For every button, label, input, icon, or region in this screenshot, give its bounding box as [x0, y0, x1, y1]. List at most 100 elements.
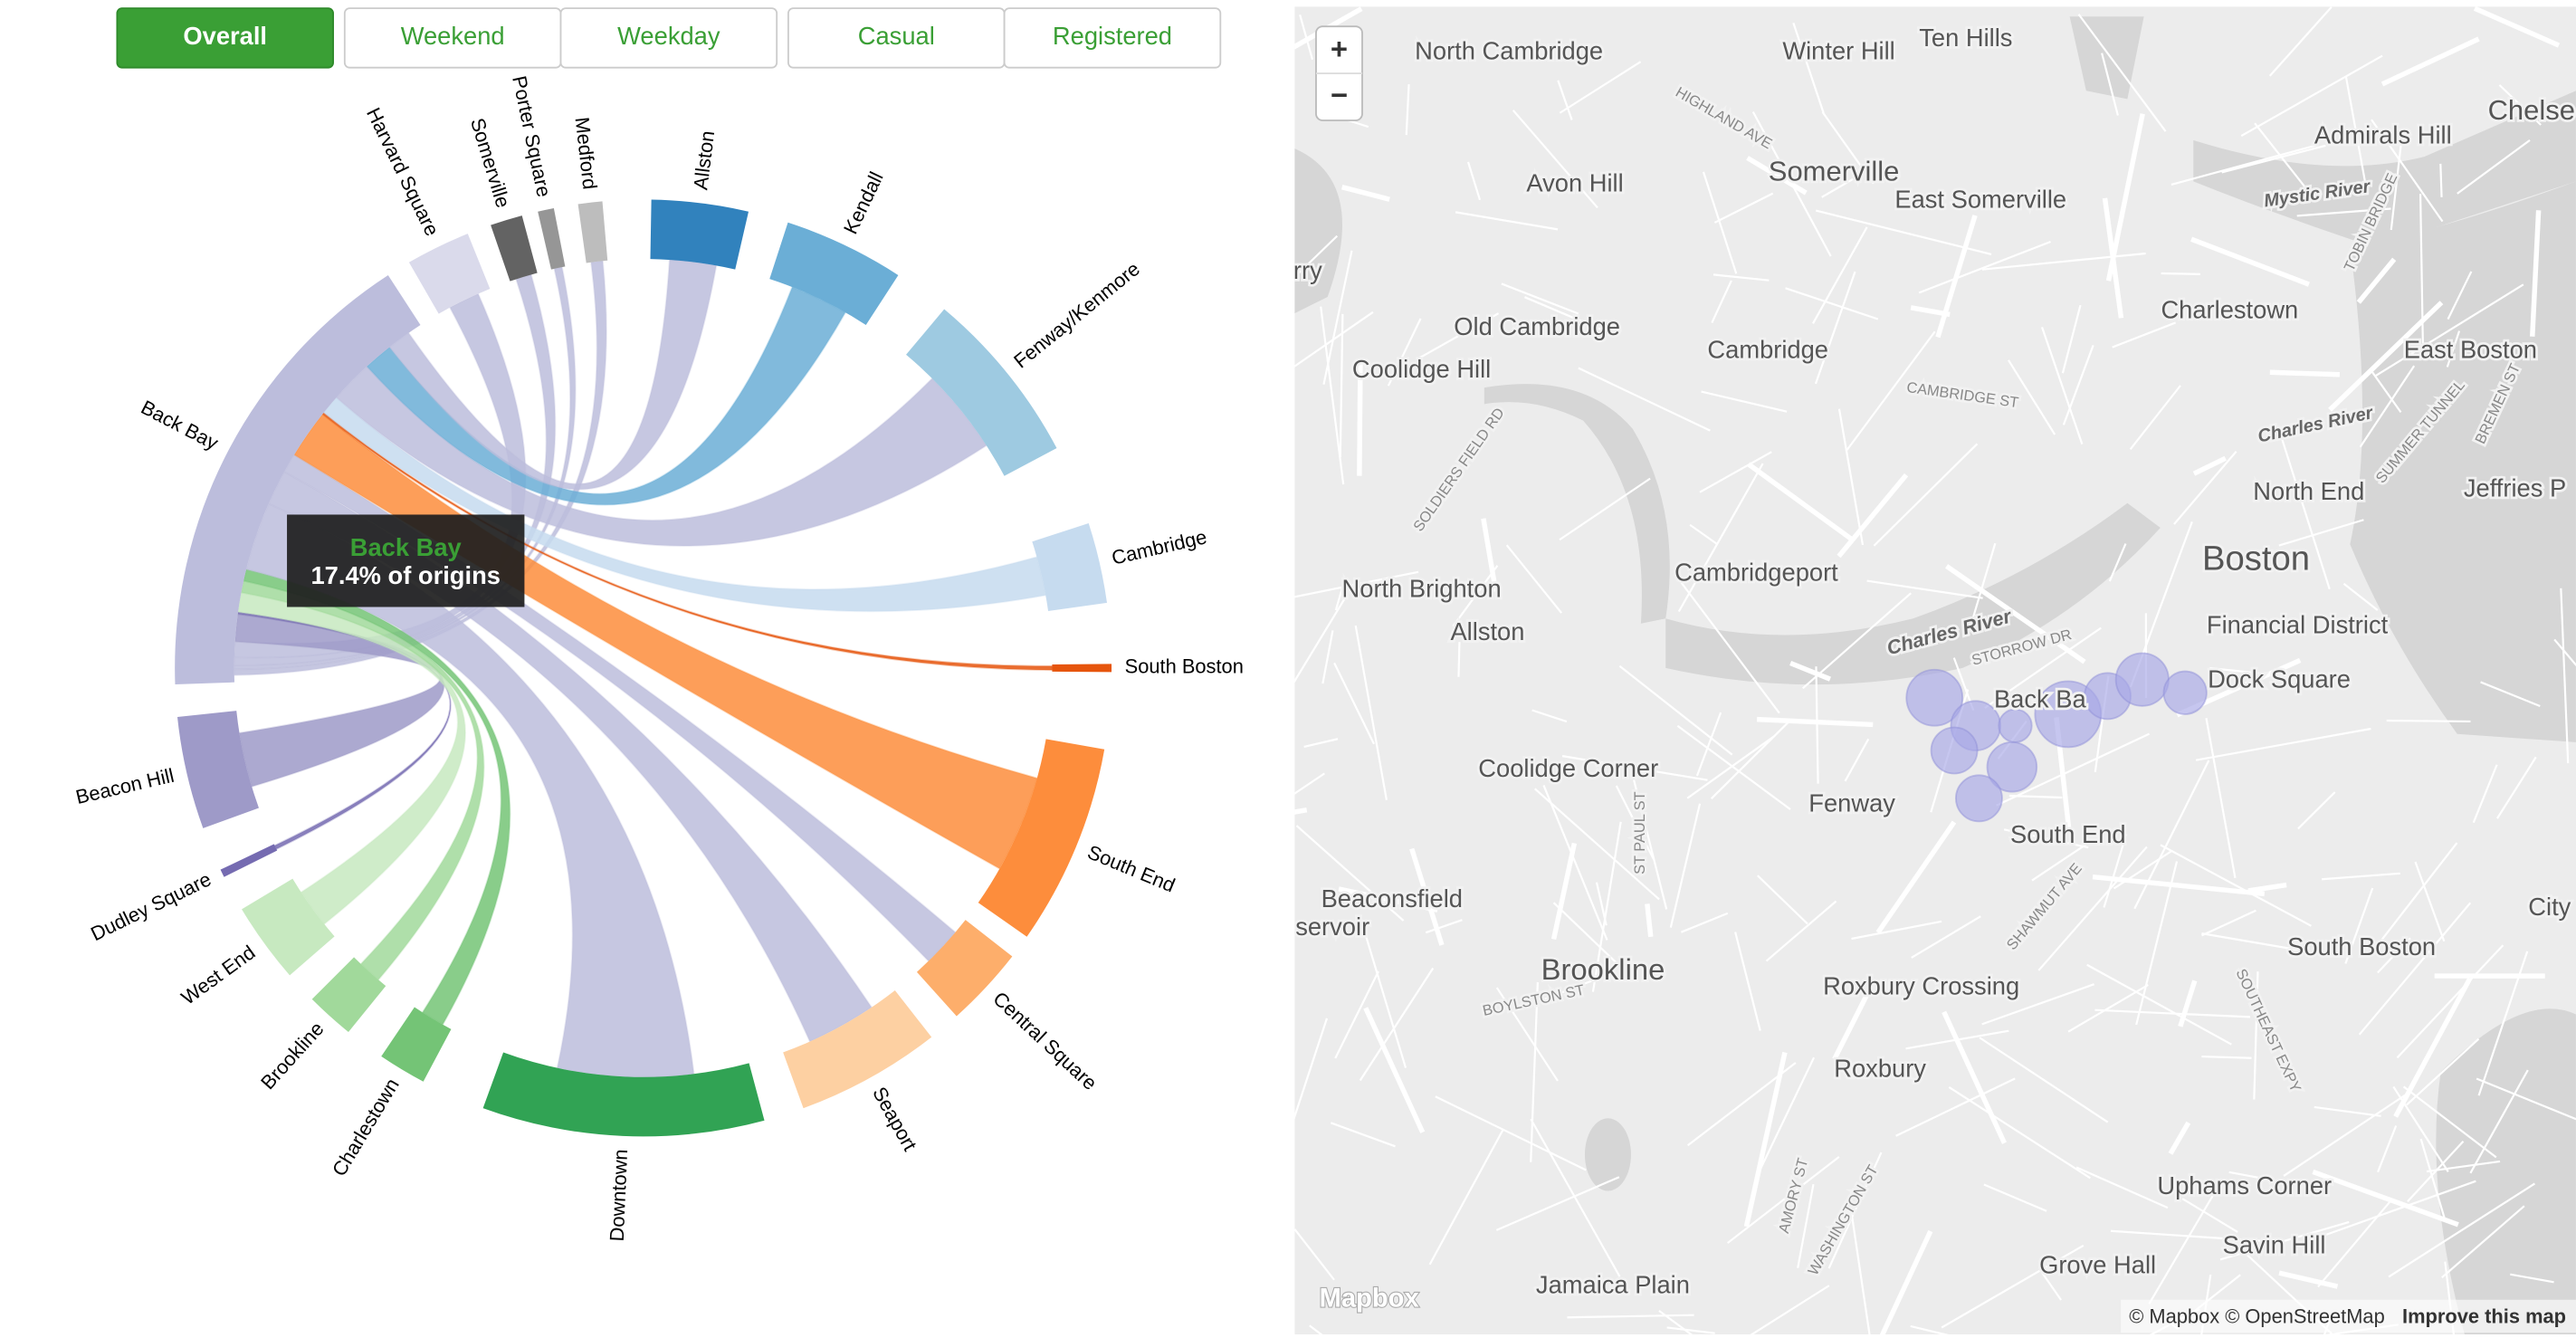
road — [1802, 592, 1912, 690]
water — [1665, 502, 2161, 685]
road — [1294, 597, 1346, 683]
improve-map-link[interactable]: Improve this map — [2402, 1305, 2566, 1328]
road — [1981, 983, 2094, 1026]
place-label: Roxbury Crossing — [1823, 972, 2019, 1000]
road — [2444, 1261, 2455, 1334]
road — [2148, 1187, 2218, 1305]
zoom-in-button[interactable]: + — [1331, 32, 1348, 65]
road — [2228, 1171, 2302, 1187]
road — [1416, 312, 1500, 361]
road — [1530, 981, 1539, 1162]
road — [2062, 344, 2094, 425]
road — [1942, 1010, 2007, 1144]
road — [2386, 719, 2471, 723]
road — [1695, 712, 1722, 777]
road — [1557, 80, 1573, 120]
road — [1699, 451, 1772, 493]
road — [1996, 732, 2151, 807]
road — [1873, 443, 1979, 547]
road — [1550, 842, 1578, 941]
road — [1452, 565, 1499, 627]
road — [1455, 211, 1559, 231]
filter-button[interactable] — [1003, 7, 1222, 69]
place-label: Uphams Corner — [2157, 1171, 2332, 1199]
road — [2181, 1198, 2238, 1233]
place-label: Admirals Hill — [2314, 120, 2452, 148]
filter-button[interactable] — [116, 7, 334, 69]
road — [1294, 234, 1339, 279]
chord-ribbon — [388, 259, 718, 491]
station-circle — [1998, 708, 2033, 743]
road — [2003, 828, 2089, 849]
road — [2190, 236, 2310, 287]
road — [2480, 681, 2541, 707]
road — [1797, 1184, 1815, 1268]
road — [1701, 390, 1788, 413]
chord-group-arc — [906, 309, 1057, 476]
road — [1669, 803, 1702, 928]
chord-group-label: Beacon Hill — [73, 764, 176, 808]
road — [1851, 920, 1942, 941]
road — [1984, 626, 2102, 709]
road — [1666, 1326, 1715, 1334]
road — [2473, 6, 2561, 48]
road — [2219, 1220, 2350, 1261]
chord-group-label: West End — [177, 941, 259, 1009]
road — [2496, 756, 2537, 819]
road — [1743, 1051, 1788, 1228]
road — [1567, 1314, 1694, 1319]
road — [1333, 662, 1375, 745]
road — [2447, 271, 2473, 320]
road — [2358, 902, 2472, 1036]
filter-button-label[interactable]: Weekday — [617, 22, 720, 50]
road — [2038, 1268, 2063, 1301]
road — [2419, 194, 2425, 355]
road — [1295, 825, 1405, 922]
road — [1686, 735, 1775, 799]
zoom-out-button[interactable]: − — [1331, 78, 1348, 111]
road — [2240, 54, 2383, 138]
road — [2254, 122, 2314, 197]
place-label: Financial District — [2207, 611, 2389, 639]
road — [1832, 993, 1870, 1061]
road — [1866, 579, 1983, 599]
chord-group-label: Somerville — [466, 115, 515, 210]
road — [1713, 273, 1770, 282]
filter-button-label[interactable]: Overall — [183, 22, 267, 50]
road — [1747, 462, 1854, 542]
road — [1850, 1213, 1871, 1334]
road — [1354, 625, 1388, 800]
road — [2472, 764, 2498, 824]
filter-button-label[interactable]: Weekend — [401, 22, 505, 50]
road — [1359, 967, 1435, 1082]
road — [2278, 1270, 2339, 1289]
place-label: Beaconsfield — [1321, 884, 1463, 913]
road — [1792, 22, 1825, 114]
road — [1294, 808, 1308, 815]
road — [1948, 1086, 2091, 1180]
chord-group-label: Medford — [571, 116, 602, 191]
road — [1756, 716, 1874, 728]
road — [2359, 365, 2416, 448]
chord-group-arc — [916, 920, 1013, 1017]
filter-button[interactable] — [559, 7, 778, 69]
road — [2388, 1182, 2535, 1278]
road — [2342, 582, 2379, 611]
filter-button-label[interactable]: Casual — [858, 22, 935, 50]
road — [1524, 296, 1604, 331]
filter-button-label[interactable]: Registered — [1053, 22, 1172, 50]
road — [1821, 177, 1854, 198]
road — [2402, 1085, 2497, 1159]
road — [2396, 944, 2504, 1059]
road — [1435, 1095, 1587, 1171]
road — [2075, 1166, 2169, 1209]
road — [2108, 543, 2127, 582]
road — [1428, 1128, 1504, 1266]
place-label: Fenway — [1808, 788, 1895, 817]
place-label: Cambridgeport — [1674, 558, 1838, 586]
road — [1495, 1176, 1620, 1231]
place-label: Coolidge Hill — [1352, 355, 1491, 383]
chord-group-label: Cambridge — [1110, 525, 1209, 569]
road — [1303, 738, 1339, 748]
